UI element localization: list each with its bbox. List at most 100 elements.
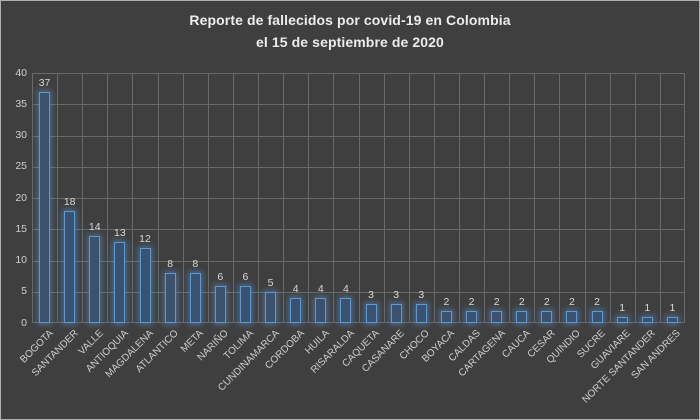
gridline-horizontal — [32, 229, 685, 230]
bar-atlantico — [164, 273, 176, 323]
y-tick-label: 20 — [15, 191, 27, 204]
gridline-horizontal — [32, 104, 685, 105]
gridline-vertical — [534, 73, 535, 323]
bar-value-label: 4 — [317, 283, 324, 295]
plot-area: 37 18 14 13 12 8 8 6 6 5 4 4 4 3 3 3 2 2 2 2 2 2 2 1 1 1 — [32, 73, 685, 323]
bar-norte-santander — [641, 316, 653, 323]
gridline-vertical — [233, 73, 234, 323]
bar-value-label: 5 — [267, 276, 274, 289]
y-tick-label: 15 — [15, 222, 27, 235]
gridline-horizontal — [32, 136, 685, 137]
gridline-vertical — [585, 73, 586, 323]
chart-title-line1: Reporte de fallecidos por covid-19 en Co… — [189, 12, 511, 28]
gridline-vertical — [484, 73, 485, 323]
bar-cartagena — [491, 310, 503, 323]
gridline-vertical — [409, 73, 410, 323]
gridline-horizontal — [32, 198, 685, 199]
bar-cauca — [516, 310, 528, 323]
gridline-vertical — [183, 73, 184, 323]
bar-boyaca — [440, 310, 452, 323]
bar-magdalena — [139, 248, 151, 323]
bar-value-label: 2 — [543, 295, 550, 308]
gridline-vertical — [158, 73, 159, 323]
gridline-vertical — [32, 73, 33, 323]
bar-value-label: 4 — [292, 283, 299, 295]
bar-value-label: 6 — [242, 270, 249, 283]
gridline-vertical — [610, 73, 611, 323]
bar-value-label: 37 — [38, 76, 51, 89]
y-tick-label: 10 — [15, 254, 27, 266]
y-tick-label: 0 — [21, 316, 27, 329]
gridline-horizontal — [32, 167, 685, 168]
gridline-vertical — [384, 73, 385, 323]
gridline-vertical — [82, 73, 83, 323]
bar-value-label: 3 — [418, 289, 425, 302]
bar-value-label: 4 — [343, 283, 349, 295]
bar-value-label: 2 — [443, 295, 450, 308]
gridline-vertical — [283, 73, 284, 323]
gridline-vertical — [57, 73, 58, 323]
bar-value-label: 14 — [88, 220, 101, 233]
chart-title-line2: el 15 de septiembre de 2020 — [256, 34, 444, 50]
gridline-vertical — [258, 73, 259, 323]
bar-value-label: 1 — [619, 301, 626, 314]
bar-value-label: 6 — [217, 270, 224, 283]
gridline-vertical — [107, 73, 108, 323]
bar-value-label: 2 — [493, 295, 500, 308]
bar-value-label: 2 — [594, 295, 600, 308]
bar-guaviare — [616, 316, 628, 323]
bar-choco — [415, 304, 427, 323]
gridline-vertical — [684, 73, 685, 323]
bar-value-label: 12 — [139, 233, 151, 245]
bar-casanare — [390, 304, 402, 323]
y-tick-label: 5 — [21, 285, 27, 298]
bar-nariño — [214, 285, 226, 323]
gridline-vertical — [333, 73, 334, 323]
gridline-vertical — [132, 73, 133, 323]
bar-value-label: 2 — [518, 295, 525, 308]
gridline-vertical — [308, 73, 309, 323]
bar-santander — [64, 210, 76, 323]
bar-bogota — [39, 91, 51, 323]
bar-caqueta — [365, 304, 377, 323]
gridline-horizontal — [32, 73, 685, 74]
gridline-horizontal — [32, 292, 685, 293]
bar-value-label: 2 — [569, 295, 575, 308]
bar-cordoba — [290, 298, 302, 323]
bar-value-label: 3 — [368, 289, 374, 302]
bar-cundinamarca — [265, 291, 277, 323]
chart-title: Reporte de fallecidos por covid-19 en Co… — [1, 9, 699, 53]
gridline-vertical — [509, 73, 510, 323]
bar-tolima — [239, 285, 251, 323]
bar-value-label: 18 — [63, 195, 76, 208]
bar-value-label: 8 — [167, 258, 174, 270]
bar-cesar — [541, 310, 553, 323]
gridline-vertical — [635, 73, 636, 323]
bar-value-label: 3 — [393, 289, 400, 302]
bar-value-label: 13 — [114, 226, 126, 239]
gridline-vertical — [559, 73, 560, 323]
bar-antioquia — [114, 241, 126, 323]
bar-value-label: 1 — [669, 301, 676, 314]
gridline-vertical — [359, 73, 360, 323]
gridline-vertical — [660, 73, 661, 323]
bar-quindio — [566, 310, 578, 323]
gridline-vertical — [208, 73, 209, 323]
bar-huila — [315, 298, 327, 323]
bar-value-label: 8 — [192, 258, 199, 270]
bar-valle — [89, 235, 101, 323]
y-tick-label: 30 — [15, 129, 27, 141]
gridline-horizontal — [32, 322, 685, 323]
bar-value-label: 1 — [644, 301, 651, 314]
y-tick-label: 40 — [15, 66, 27, 79]
bar-value-label: 2 — [468, 295, 475, 308]
y-tick-label: 25 — [15, 160, 27, 173]
y-tick-label: 35 — [15, 97, 27, 110]
bar-san-andres — [666, 316, 678, 323]
bar-meta — [189, 273, 201, 323]
gridline-horizontal — [32, 261, 685, 262]
gridline-vertical — [434, 73, 435, 323]
bar-risaralda — [340, 298, 352, 323]
bar-caldas — [466, 310, 478, 323]
